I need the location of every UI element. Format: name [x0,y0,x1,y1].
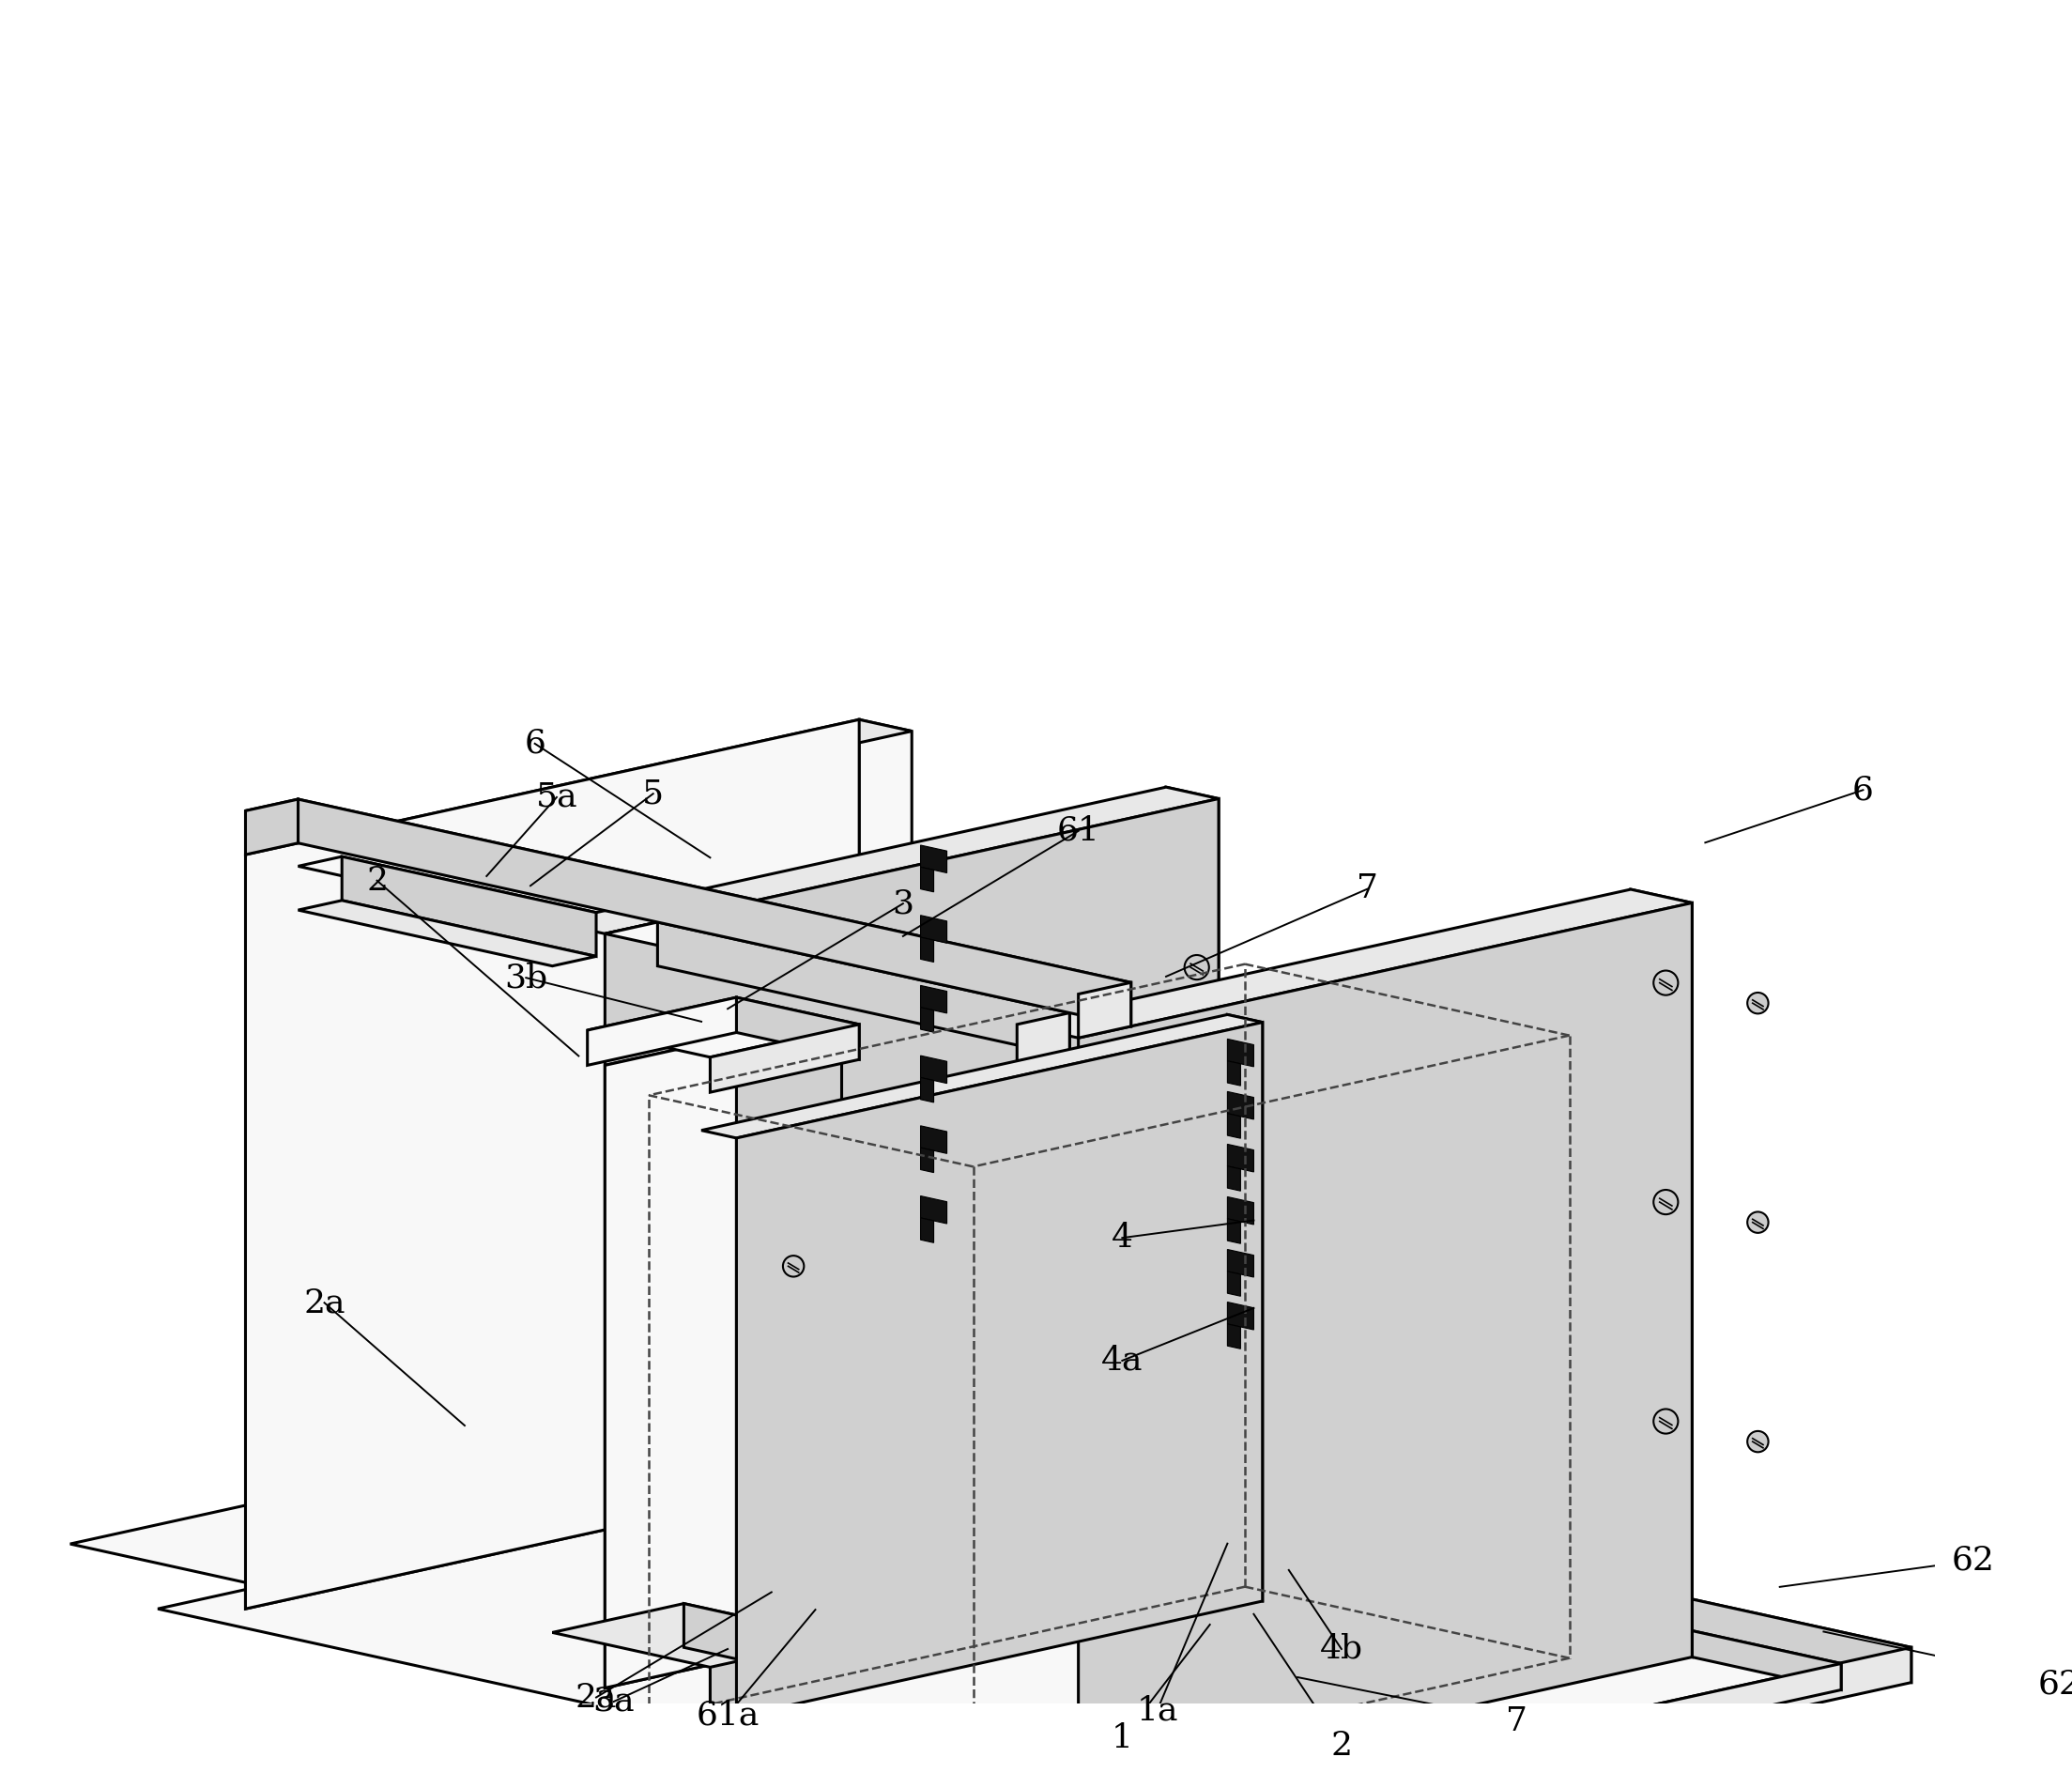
Text: 5a: 5a [537,781,578,814]
Text: 7: 7 [1357,873,1378,905]
Polygon shape [702,1014,1262,1139]
Polygon shape [1227,1092,1254,1119]
Polygon shape [157,1436,1910,1788]
Text: 3a: 3a [593,1686,634,1718]
Polygon shape [920,985,947,1014]
Polygon shape [553,1604,841,1666]
Polygon shape [1017,1012,1069,1067]
Polygon shape [1227,1039,1254,1067]
Circle shape [1653,971,1678,996]
Text: 1: 1 [1111,1722,1133,1754]
Circle shape [1185,1130,1210,1155]
Text: 3: 3 [893,887,914,919]
Text: 7: 7 [1506,1706,1527,1736]
Polygon shape [920,1218,934,1243]
Polygon shape [605,799,1218,1688]
Polygon shape [1123,1647,1910,1788]
Text: 6: 6 [1852,774,1873,806]
Circle shape [1747,992,1767,1014]
Polygon shape [920,1055,947,1084]
Polygon shape [298,799,1131,1026]
Polygon shape [1693,1631,1842,1690]
Polygon shape [736,998,860,1060]
Polygon shape [1227,1144,1254,1171]
Polygon shape [1631,889,1693,1657]
Polygon shape [553,787,1218,933]
Polygon shape [1227,1014,1262,1600]
Polygon shape [920,846,947,873]
Polygon shape [342,856,597,957]
Polygon shape [920,915,947,942]
Circle shape [1653,1189,1678,1214]
Polygon shape [711,1025,860,1092]
Polygon shape [1167,787,1218,1552]
Polygon shape [1227,1271,1241,1296]
Text: 4a: 4a [1102,1345,1144,1377]
Polygon shape [605,1037,736,1688]
Text: 2a: 2a [303,1287,346,1320]
Polygon shape [1017,889,1693,1037]
Text: 4b: 4b [1320,1632,1363,1665]
Text: 61a: 61a [696,1699,758,1731]
Polygon shape [1227,1250,1254,1277]
Polygon shape [920,1148,934,1173]
Text: 2a: 2a [576,1681,617,1713]
Polygon shape [947,1436,1910,1683]
Polygon shape [657,923,1069,1057]
Polygon shape [298,901,597,966]
Polygon shape [298,856,597,923]
Polygon shape [244,719,912,865]
Polygon shape [711,1060,841,1711]
Polygon shape [1227,1166,1241,1191]
Polygon shape [860,719,912,1486]
Polygon shape [920,937,934,962]
Circle shape [1747,1212,1767,1234]
Text: 3b: 3b [503,962,547,994]
Circle shape [1653,1409,1678,1434]
Polygon shape [1077,982,1131,1037]
Polygon shape [1227,1302,1254,1330]
Text: 6: 6 [524,728,545,760]
Polygon shape [244,799,298,855]
Polygon shape [244,719,860,1609]
Text: 61: 61 [1057,815,1100,848]
Text: 4: 4 [1111,1221,1133,1253]
Text: 2: 2 [367,865,387,896]
Text: 5: 5 [642,778,663,810]
Polygon shape [605,923,1069,1025]
Polygon shape [244,799,1131,994]
Polygon shape [1077,903,1693,1788]
Polygon shape [1227,1114,1241,1139]
Polygon shape [586,998,860,1057]
Circle shape [1747,1430,1767,1452]
Polygon shape [1227,1060,1241,1085]
Polygon shape [70,1409,860,1582]
Polygon shape [920,1196,947,1223]
Text: 62: 62 [1952,1545,1993,1577]
Text: 1a: 1a [1135,1695,1179,1725]
Circle shape [1185,1305,1210,1330]
Polygon shape [736,1037,841,1683]
Polygon shape [920,1007,934,1032]
Polygon shape [736,1023,1262,1716]
Polygon shape [920,1126,947,1153]
Polygon shape [605,1037,841,1089]
Polygon shape [1227,1196,1254,1225]
Polygon shape [684,1409,860,1473]
Circle shape [783,1255,804,1277]
Polygon shape [1227,1219,1241,1244]
Polygon shape [1227,1323,1241,1348]
Circle shape [1185,955,1210,980]
Polygon shape [1077,1631,1842,1788]
Polygon shape [1227,1663,1842,1788]
Polygon shape [920,1078,934,1103]
Text: 2: 2 [1330,1729,1353,1761]
Polygon shape [684,1604,841,1683]
Polygon shape [920,867,934,892]
Text: 62a: 62a [2037,1668,2072,1700]
Polygon shape [586,998,736,1066]
Polygon shape [244,1448,860,1609]
